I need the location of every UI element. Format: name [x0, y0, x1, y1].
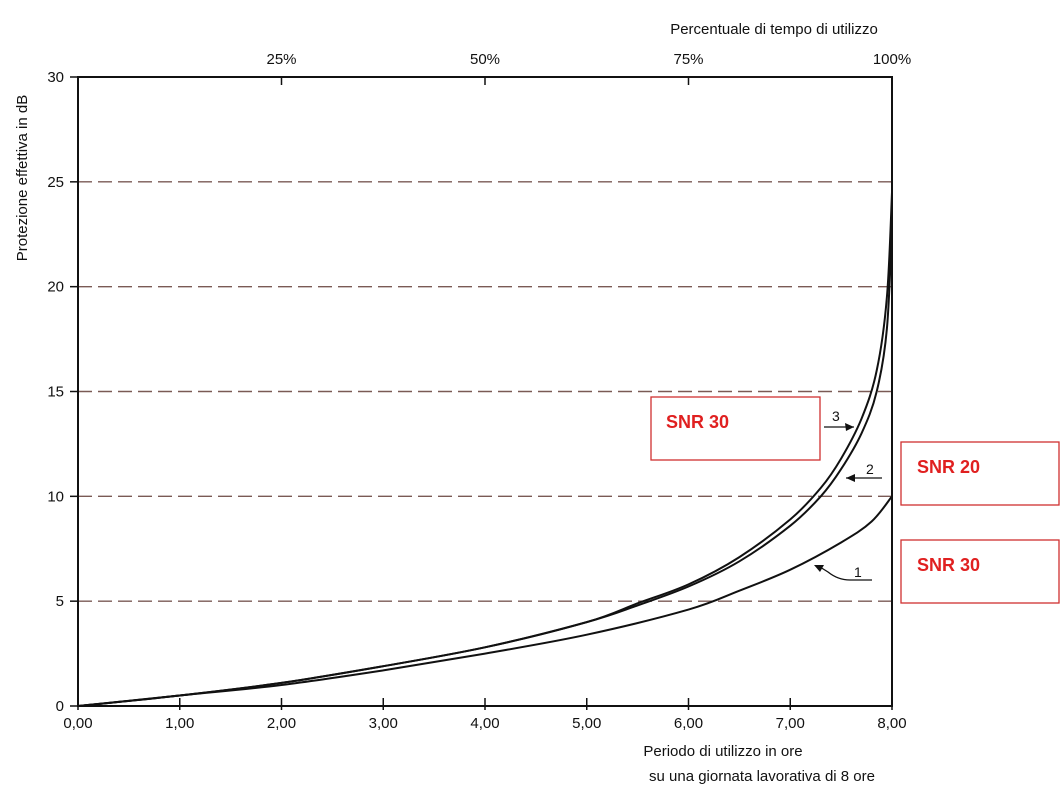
snr-box-curve-1: SNR 30: [900, 539, 1060, 604]
snr-box-curve-3: SNR 30: [650, 396, 821, 461]
y-tick-label: 20: [47, 279, 64, 296]
gridlines: [78, 181, 892, 602]
x-axis-label-line1: Periodo di utilizzo in ore: [643, 743, 802, 760]
x-tick-label: 1,00: [165, 715, 194, 732]
x-axis-ticks: 0,00 1,00 2,00 3,00 4,00 5,00 6,00 7,00 8,00: [63, 698, 907, 732]
x-tick-label: 2,00: [267, 715, 296, 732]
curve-3: [77, 192, 893, 707]
curve-1-callout: 1: [814, 564, 872, 581]
top-tick-label: 25%: [266, 51, 296, 68]
top-tick-label: 100%: [873, 51, 911, 68]
x-tick-label: 4,00: [470, 715, 499, 732]
x-tick-label: 0,00: [63, 715, 92, 732]
curve-3-callout: 3: [824, 408, 854, 431]
y-axis-label: Protezione effettiva in dB: [14, 95, 31, 262]
curve-3-number: 3: [832, 408, 840, 424]
curve-2-callout: 2: [846, 461, 882, 482]
top-tick-label: 75%: [673, 51, 703, 68]
top-axis-ticks: 25% 50% 75% 100%: [266, 51, 911, 85]
x-tick-label: 5,00: [572, 715, 601, 732]
y-tick-label: 0: [56, 698, 64, 715]
snr-label-curve-1: SNR 30: [917, 555, 980, 575]
x-tick-label: 8,00: [877, 715, 906, 732]
curve-1: [77, 495, 893, 707]
y-tick-label: 30: [47, 69, 64, 86]
x-tick-label: 6,00: [674, 715, 703, 732]
top-tick-label: 50%: [470, 51, 500, 68]
x-tick-label: 7,00: [776, 715, 805, 732]
curve-2-number: 2: [866, 461, 874, 477]
y-tick-label: 25: [47, 174, 64, 191]
x-axis-label-line2: su una giornata lavorativa di 8 ore: [649, 768, 875, 785]
snr-label-curve-2: SNR 20: [917, 457, 980, 477]
y-tick-label: 15: [47, 384, 64, 401]
curve-2: [77, 223, 893, 707]
curve-1-number: 1: [854, 564, 862, 580]
y-axis-ticks: 0 5 10 15 20 25 30: [47, 69, 78, 715]
snr-label-curve-3: SNR 30: [666, 412, 729, 432]
snr-box-curve-2: SNR 20: [900, 441, 1060, 506]
y-tick-label: 10: [47, 488, 64, 505]
x-tick-label: 3,00: [369, 715, 398, 732]
curves: [77, 192, 893, 707]
y-tick-label: 5: [56, 593, 64, 610]
top-axis-label: Percentuale di tempo di utilizzo: [670, 21, 878, 38]
